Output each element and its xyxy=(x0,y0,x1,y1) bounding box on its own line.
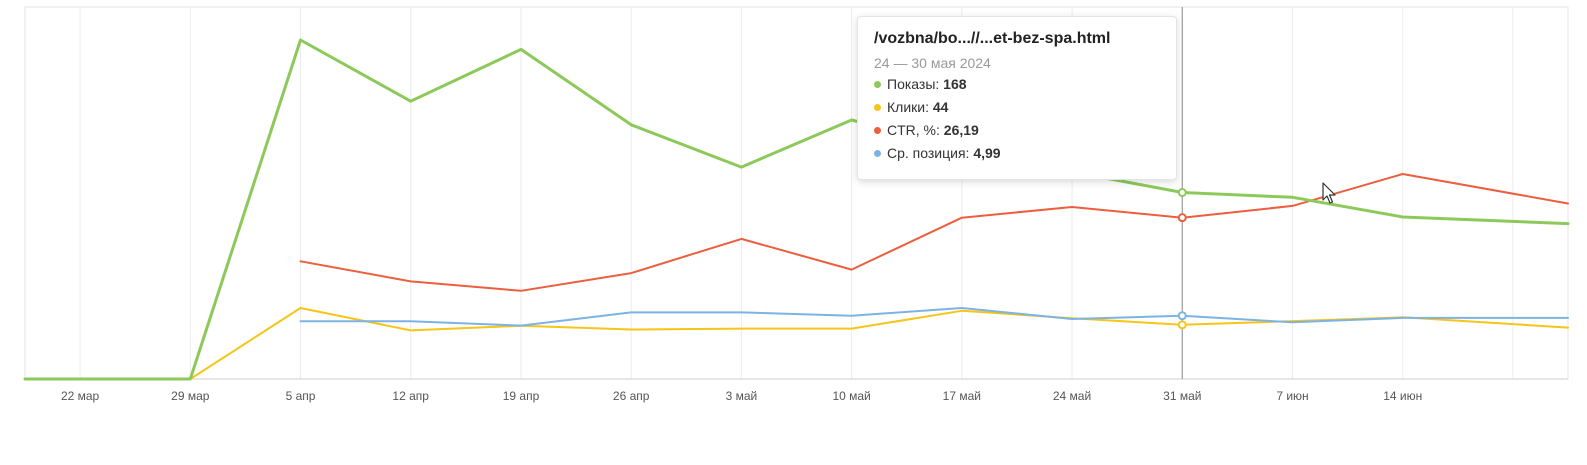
x-tick-label: 3 май xyxy=(726,389,758,403)
highlight-marker-clicks xyxy=(1177,320,1187,330)
tooltip-row-impressions: Показы: 168 xyxy=(874,73,1160,95)
highlight-marker-impressions xyxy=(1177,188,1187,198)
x-tick-label: 22 мар xyxy=(61,389,100,403)
tooltip-value: 168 xyxy=(943,76,967,92)
x-tick-label: 10 май xyxy=(832,389,870,403)
x-tick-label: 19 апр xyxy=(503,389,540,403)
tooltip-row-clicks: Клики: 44 xyxy=(874,96,1160,118)
x-tick-label: 29 мар xyxy=(171,389,210,403)
ctr-legend-dot xyxy=(874,126,881,134)
x-tick-label: 26 апр xyxy=(613,389,650,403)
x-tick-label: 24 май xyxy=(1053,389,1091,403)
tooltip-value: 4,99 xyxy=(973,145,1001,161)
series-line-impressions xyxy=(23,38,1570,381)
tooltip-row-ctr: CTR, %: 26,19 xyxy=(874,119,1160,141)
x-tick-label: 7 июн xyxy=(1276,389,1308,403)
x-tick-label: 14 июн xyxy=(1383,389,1422,403)
tooltip-date-range: 24 — 30 мая 2024 xyxy=(874,55,991,71)
tooltip-value: 44 xyxy=(932,99,949,115)
tooltip-label: Ср. позиция: xyxy=(887,145,974,161)
x-tick-label: 12 апр xyxy=(392,389,429,403)
tooltip-value: 26,19 xyxy=(943,122,979,138)
highlight-marker-avg-position xyxy=(1177,311,1187,321)
chart-tooltip: /vozbna/bo...//...et-bez-spa.html 24 — 3… xyxy=(857,16,1177,180)
series-line-avg-position xyxy=(299,307,1569,327)
tooltip-label: CTR, %: xyxy=(887,122,944,138)
x-tick-label: 17 май xyxy=(943,389,981,403)
tooltip-label: Клики: xyxy=(887,99,933,115)
tooltip-label: Показы: xyxy=(887,76,944,92)
series-line-clicks xyxy=(24,307,1569,380)
impressions-legend-dot xyxy=(874,80,881,88)
mouse-cursor-icon xyxy=(1322,182,1336,204)
series-line-ctr xyxy=(299,173,1569,292)
avg-position-legend-dot xyxy=(874,149,881,157)
x-tick-label: 5 апр xyxy=(286,389,316,403)
x-tick-label: 31 май xyxy=(1163,389,1201,403)
highlight-marker-ctr xyxy=(1177,213,1187,223)
clicks-legend-dot xyxy=(874,103,881,111)
tooltip-row-avg-position: Ср. позиция: 4,99 xyxy=(874,142,1160,164)
tooltip-title: /vozbna/bo...//...et-bez-spa.html xyxy=(874,30,1111,47)
